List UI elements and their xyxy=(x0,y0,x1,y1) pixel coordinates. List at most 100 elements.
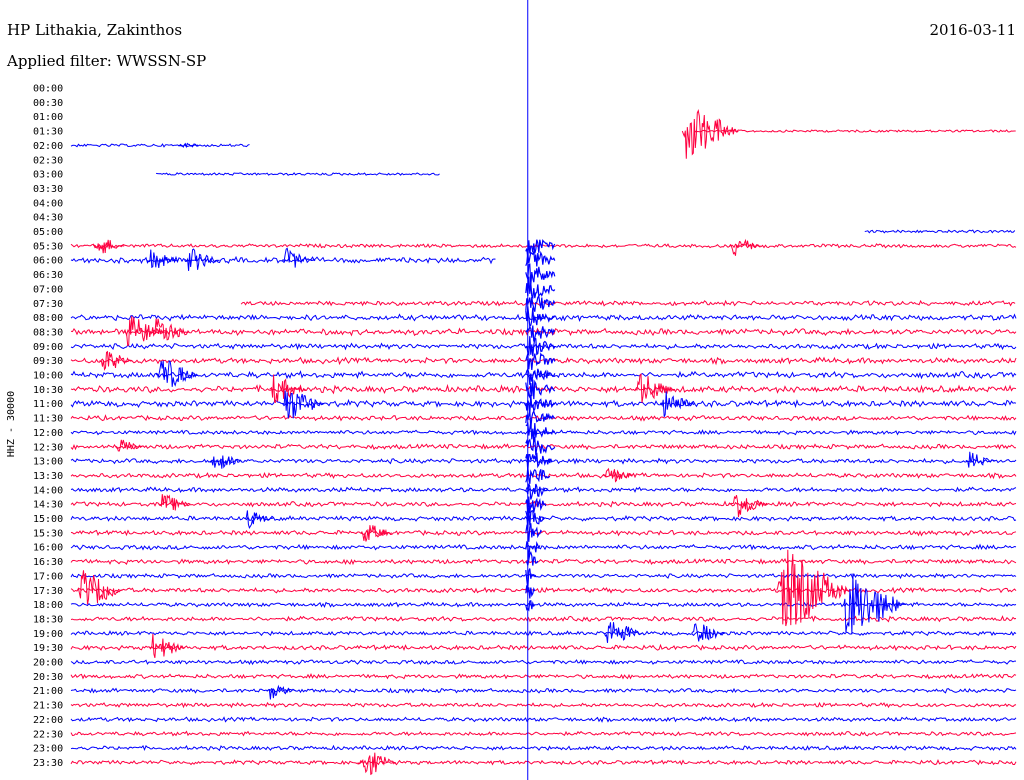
trace-line xyxy=(240,299,1016,307)
tick-label: 00:00 xyxy=(33,84,63,95)
trace-line xyxy=(70,572,1017,580)
tick-label: 05:00 xyxy=(33,227,63,238)
tick-label: 02:30 xyxy=(33,155,63,166)
tick-label: 13:30 xyxy=(33,471,63,482)
tick-label: 21:00 xyxy=(33,686,63,697)
tick-label: 10:30 xyxy=(33,385,63,396)
station-title: HP Lithakia, Zakinthos xyxy=(7,21,183,39)
main-event-burst xyxy=(525,238,556,259)
tick-label: 01:00 xyxy=(33,112,63,123)
seismic-event xyxy=(681,109,739,159)
trace-line xyxy=(70,356,1017,366)
main-event-burst xyxy=(525,276,556,299)
seismic-event xyxy=(603,622,642,643)
seismic-event xyxy=(77,570,123,605)
seismic-event xyxy=(691,623,725,642)
trace-line xyxy=(70,730,1017,737)
trace-line xyxy=(70,370,1017,380)
tick-label: 11:00 xyxy=(33,399,63,410)
seismic-event xyxy=(776,549,852,627)
tick-label: 00:30 xyxy=(33,98,63,109)
seismic-event xyxy=(115,439,143,452)
tick-label: 16:00 xyxy=(33,543,63,554)
trace-line xyxy=(864,229,1016,234)
tick-label: 09:00 xyxy=(33,342,63,353)
tick-label: 22:00 xyxy=(33,715,63,726)
trace-line xyxy=(70,659,1016,666)
tick-label: 23:30 xyxy=(33,758,63,769)
tick-label: 18:00 xyxy=(33,600,63,611)
tick-label: 07:00 xyxy=(33,284,63,295)
trace-line xyxy=(70,255,496,265)
trace-line xyxy=(156,172,440,176)
trace-line xyxy=(70,243,1017,249)
tick-label: 23:00 xyxy=(33,744,63,755)
trace-line xyxy=(70,673,1017,680)
tick-label: 01:30 xyxy=(33,127,63,138)
main-event-burst xyxy=(525,600,536,612)
tick-label: 10:00 xyxy=(33,371,63,382)
main-event-burst xyxy=(525,452,553,472)
seismic-event xyxy=(634,373,676,403)
tick-label: 07:30 xyxy=(33,299,63,310)
trace-line xyxy=(70,630,1017,637)
trace-line xyxy=(70,716,1017,723)
tick-label: 06:30 xyxy=(33,270,63,281)
main-event-burst xyxy=(525,585,536,599)
tick-label: 15:00 xyxy=(33,514,63,525)
y-axis-label: HHZ - 30000 xyxy=(6,391,17,457)
seismic-event xyxy=(155,360,199,387)
main-event-burst xyxy=(525,507,545,530)
main-event-burst xyxy=(525,325,556,342)
tick-label: 18:30 xyxy=(33,614,63,625)
seismic-event xyxy=(603,467,633,483)
main-event-burst xyxy=(525,467,551,484)
tick-label: 21:30 xyxy=(33,701,63,712)
seismic-event xyxy=(244,510,274,529)
tick-label: 19:00 xyxy=(33,629,63,640)
trace-line xyxy=(70,443,1016,451)
tick-label: 11:30 xyxy=(33,414,63,425)
trace-line xyxy=(70,342,1017,351)
tick-label: 14:00 xyxy=(33,485,63,496)
tick-label: 08:30 xyxy=(33,327,63,338)
main-event-burst xyxy=(525,294,556,312)
trace-line xyxy=(70,143,250,148)
tick-label: 13:00 xyxy=(33,457,63,468)
time-tick-labels: 00:00 00:30 01:00 01:30 02:00 02:30 03:00 03:30… xyxy=(33,84,63,769)
trace-line xyxy=(70,586,1017,594)
main-event-burst xyxy=(525,394,556,414)
traces-layer xyxy=(70,0,1017,780)
date-label: 2016-03-11 xyxy=(929,21,1016,39)
seismic-event xyxy=(729,238,761,256)
tick-label: 20:30 xyxy=(33,672,63,683)
main-event-burst xyxy=(525,523,543,542)
seismic-event xyxy=(92,239,125,254)
seismic-event xyxy=(357,752,396,776)
tick-label: 05:30 xyxy=(33,241,63,252)
trace-line xyxy=(70,313,1017,322)
tick-label: 16:30 xyxy=(33,557,63,568)
seismic-event xyxy=(99,350,133,371)
seismic-event xyxy=(269,374,306,404)
tick-label: 20:00 xyxy=(33,658,63,669)
tick-label: 12:30 xyxy=(33,442,63,453)
tick-label: 08:00 xyxy=(33,313,63,324)
trace-line xyxy=(70,558,1017,566)
tick-label: 03:30 xyxy=(33,184,63,195)
tick-label: 03:00 xyxy=(33,170,63,181)
filter-label: Applied filter: WWSSN-SP xyxy=(7,52,207,70)
seismic-event xyxy=(146,249,179,269)
trace-line xyxy=(70,615,1017,623)
trace-line xyxy=(694,129,1016,133)
main-event-burst xyxy=(525,379,556,400)
seismic-event xyxy=(266,684,296,700)
trace-line xyxy=(70,643,1017,652)
main-event-burst xyxy=(525,483,549,500)
seismic-event xyxy=(152,318,190,341)
main-event-burst xyxy=(525,336,556,357)
main-event-burst xyxy=(525,263,556,286)
seismic-event xyxy=(659,391,696,417)
tick-label: 22:30 xyxy=(33,729,63,740)
